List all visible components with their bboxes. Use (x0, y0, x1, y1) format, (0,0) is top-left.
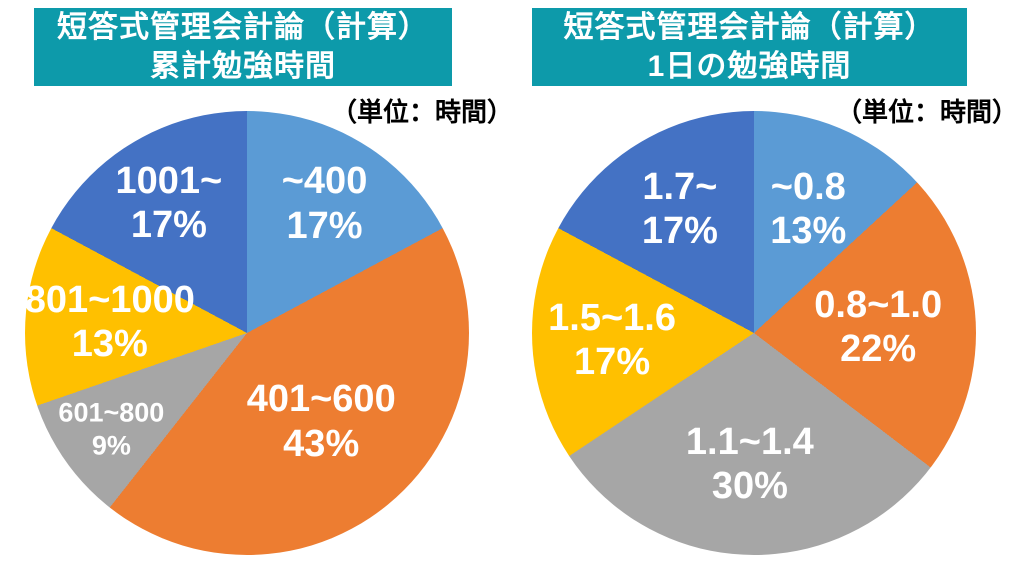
chart-title-daily: 短答式管理会計論（計算） 1日の勉強時間 (532, 8, 967, 86)
slice-percent-text: 17% (641, 210, 718, 253)
slice-percent-text: 22% (840, 328, 917, 371)
slice-label: 1.7~ 17% (642, 165, 718, 253)
slice-percent-text: 17% (574, 340, 651, 383)
slice-range-text: 1.5~1.6 (548, 296, 676, 339)
chart-title-line1: 短答式管理会計論（計算） (57, 11, 429, 44)
slice-percent-text: 30% (711, 464, 788, 507)
slice-label: ~400 17% (282, 159, 368, 247)
slice-label: 1.1~1.4 30% (686, 420, 814, 508)
slice-label: 601~800 9% (58, 396, 164, 464)
slice-range-text: 0.8~1.0 (814, 284, 943, 326)
slice-range-text: ~0.8 (770, 165, 846, 208)
pie-cumulative: ~400 17% 401~600 43% 601~800 9% 801~1000 13% 100… (25, 111, 469, 555)
slice-range-text: 1001~ (115, 159, 223, 202)
slice-label: 401~600 43% (247, 377, 396, 465)
slice-percent-text: 17% (130, 203, 207, 246)
slice-percent-text: 13% (770, 209, 847, 252)
slice-range-text: 801~1000 (24, 279, 195, 321)
slice-range-text: 401~600 (246, 378, 396, 421)
chart-title-line2: 1日の勉強時間 (647, 50, 852, 83)
unit-label: （単位：時間） (330, 97, 513, 127)
slice-label: 801~1000 13% (25, 278, 195, 366)
slice-percent-text: 13% (71, 323, 148, 366)
slice-range-text: ~400 (281, 160, 368, 203)
chart-title-line1: 短答式管理会計論（計算） (563, 11, 936, 44)
slice-percent-text: 9% (91, 430, 131, 461)
pie-daily: ~0.8 13% 0.8~1.0 22% 1.1~1.4 30% 1.5~1.6 17% 1.7… (532, 111, 976, 555)
slice-range-text: 601~800 (58, 396, 165, 427)
unit-label: （単位：時間） (835, 97, 1018, 127)
slice-label: ~0.8 13% (770, 165, 846, 253)
slice-label: 0.8~1.0 22% (814, 283, 942, 371)
slice-label: 1.5~1.6 17% (548, 296, 676, 384)
slice-percent-text: 43% (283, 422, 360, 465)
chart-title-line2: 累計勉強時間 (150, 50, 336, 83)
slice-label: 1001~ 17% (116, 158, 223, 246)
slice-range-text: 1.7~ (642, 166, 718, 209)
slice-percent-text: 17% (286, 204, 363, 247)
chart-title-cumulative: 短答式管理会計論（計算） 累計勉強時間 (34, 8, 452, 86)
slice-range-text: 1.1~1.4 (685, 420, 814, 463)
